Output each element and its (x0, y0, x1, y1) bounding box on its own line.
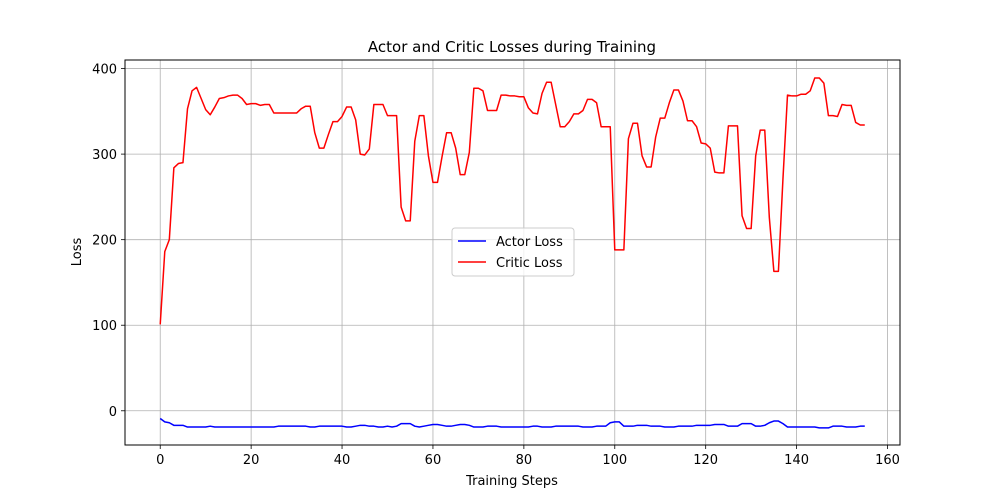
x-axis-label: Training Steps (465, 474, 558, 489)
x-tick-label: 100 (602, 453, 627, 468)
y-tick-label: 200 (92, 234, 117, 249)
y-axis-label: Loss (70, 238, 85, 267)
y-tick-label: 300 (92, 148, 117, 163)
y-tick-label: 100 (92, 319, 117, 334)
series-line-critic-loss (159, 77, 865, 325)
legend-label-actor-loss: Actor Loss (496, 235, 563, 250)
legend: Actor Loss Critic Loss (451, 227, 575, 277)
legend-box (451, 227, 575, 277)
x-tick-label: 160 (875, 453, 900, 468)
plot-area-frame (124, 59, 901, 446)
x-tick-label: 20 (243, 453, 260, 468)
x-tick-label: 120 (693, 453, 718, 468)
axis-ticks: 0 20 40 60 80 100 120 140 160 0 100 200 300 400 (92, 63, 900, 468)
y-tick-label: 0 (109, 405, 117, 420)
x-tick-label: 80 (516, 453, 533, 468)
x-tick-label: 60 (425, 453, 442, 468)
x-tick-label: 140 (784, 453, 809, 468)
grid-lines (125, 60, 900, 445)
legend-label-critic-loss: Critic Loss (496, 256, 563, 271)
y-tick-label: 400 (92, 63, 117, 78)
chart-title: Actor and Critic Losses during Training (368, 38, 656, 56)
series-line-actor-loss (159, 417, 865, 429)
x-tick-label: 40 (334, 453, 351, 468)
series-lines (159, 77, 865, 429)
x-tick-label: 0 (156, 453, 164, 468)
